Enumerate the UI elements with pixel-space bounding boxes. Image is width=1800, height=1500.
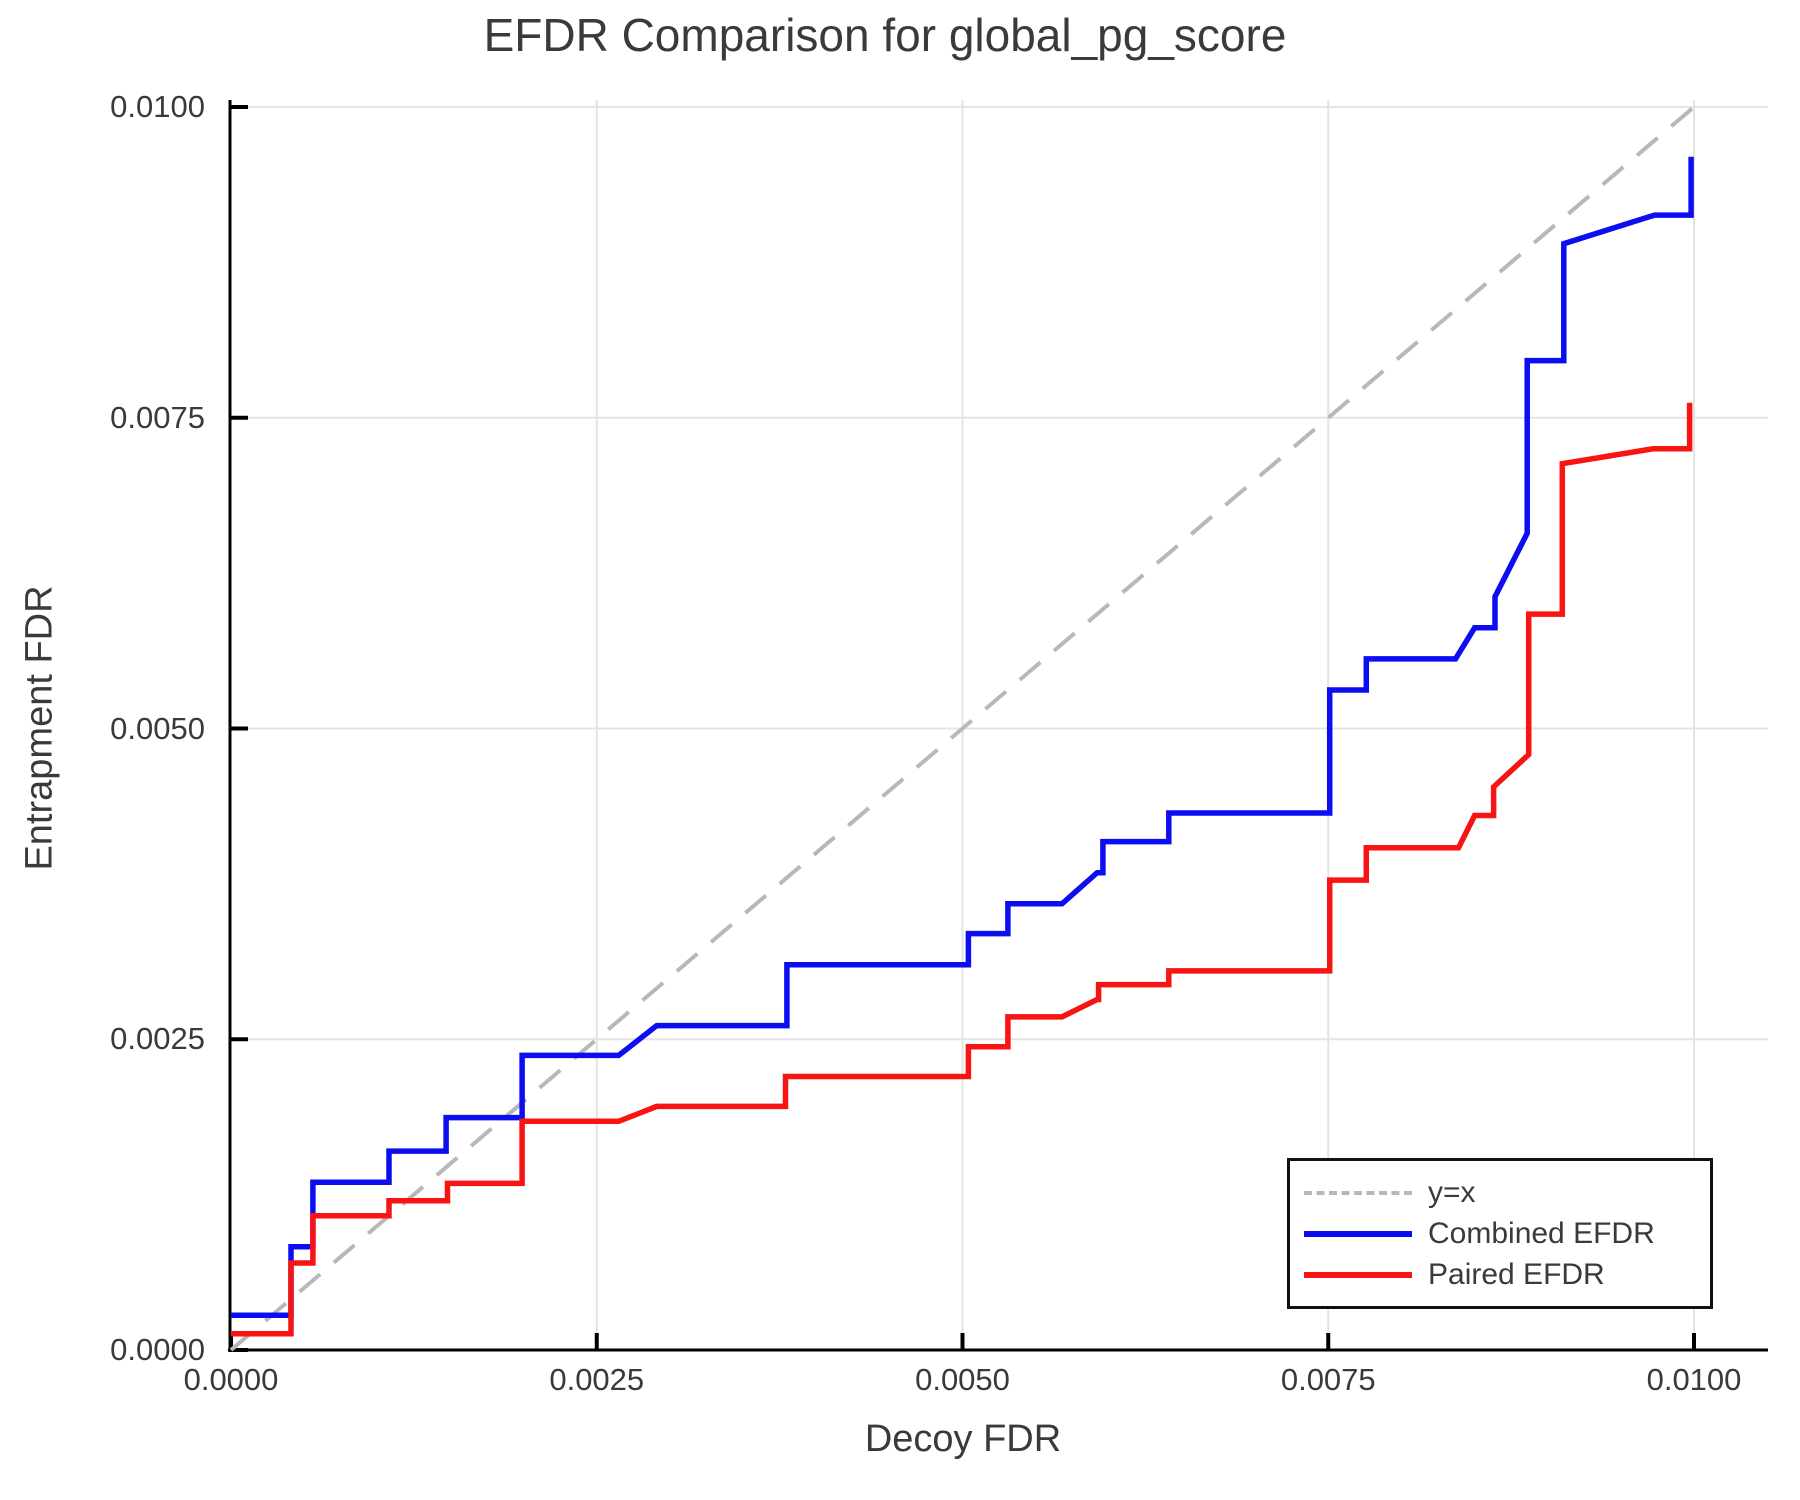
y-tick-label: 0.0000 <box>110 1332 205 1367</box>
x-tick-label: 0.0050 <box>915 1362 1010 1397</box>
legend: y=x Combined EFDR Paired EFDR <box>1287 1158 1713 1309</box>
legend-item-paired-efdr: Paired EFDR <box>1304 1258 1710 1292</box>
x-tick-label: 0.0100 <box>1646 1362 1742 1397</box>
paired-efdr-line <box>231 402 1693 1337</box>
legend-label-paired-efdr: Paired EFDR <box>1428 1257 1605 1291</box>
y-tick-label: 0.0025 <box>110 1021 205 1057</box>
data-series-layer <box>229 105 1696 1352</box>
gridlines-layer <box>231 100 1768 1350</box>
x-axis-label: Decoy FDR <box>864 1418 1062 1460</box>
x-tick-label: 0.0025 <box>549 1362 645 1397</box>
page-title: EFDR Comparison for global_pg_score <box>483 9 1287 61</box>
legend-item-combined-efdr: Combined EFDR <box>1304 1217 1710 1251</box>
axes-spines-layer <box>228 100 1768 1352</box>
identity-line <box>229 105 1696 1352</box>
y-tick-label: 0.0050 <box>110 710 205 746</box>
y-tick-label: 0.0100 <box>110 89 205 124</box>
legend-item-identity: y=x <box>1304 1176 1710 1210</box>
paired-efdr-line-sample-icon <box>1304 1271 1412 1278</box>
legend-label-identity: y=x <box>1428 1175 1476 1209</box>
x-tick-label: 0.0000 <box>183 1362 279 1397</box>
tick-marks-layer <box>229 105 1696 1352</box>
combined-efdr-line <box>231 156 1694 1318</box>
y-tick-label: 0.0075 <box>110 399 205 435</box>
x-tick-label: 0.0075 <box>1280 1362 1376 1397</box>
y-axis-label: Entrapment FDR <box>18 585 61 871</box>
identity-line-sample-icon <box>1304 1190 1412 1195</box>
legend-label-combined-efdr: Combined EFDR <box>1428 1216 1655 1250</box>
combined-efdr-line-sample-icon <box>1304 1230 1412 1237</box>
